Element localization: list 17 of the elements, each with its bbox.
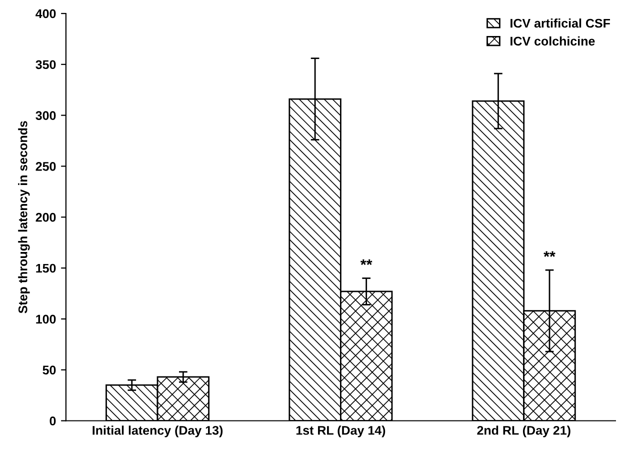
y-axis-title: Step through latency in seconds bbox=[18, 121, 30, 314]
y-tick-label: 400 bbox=[36, 9, 56, 18]
y-tick-label: 0 bbox=[50, 416, 56, 426]
x-tick-label: 1st RL (Day 14) bbox=[296, 426, 386, 438]
annotation: ** bbox=[544, 251, 556, 257]
legend-label: ICV colchicine bbox=[510, 36, 595, 46]
y-tick-label: 250 bbox=[36, 162, 56, 171]
x-tick-label: 2nd RL (Day 21) bbox=[477, 426, 570, 438]
legend-label: ICV artificial CSF bbox=[510, 18, 610, 28]
y-tick-label: 100 bbox=[36, 314, 56, 324]
y-tick-label: 150 bbox=[36, 264, 56, 273]
annotation: ** bbox=[360, 259, 372, 266]
x-tick-label: Initial latency (Day 13) bbox=[92, 426, 223, 438]
y-tick-label: 300 bbox=[36, 111, 56, 120]
y-tick-label: 350 bbox=[36, 60, 56, 70]
y-tick-label: 200 bbox=[36, 212, 56, 222]
y-tick-label: 50 bbox=[42, 366, 56, 374]
